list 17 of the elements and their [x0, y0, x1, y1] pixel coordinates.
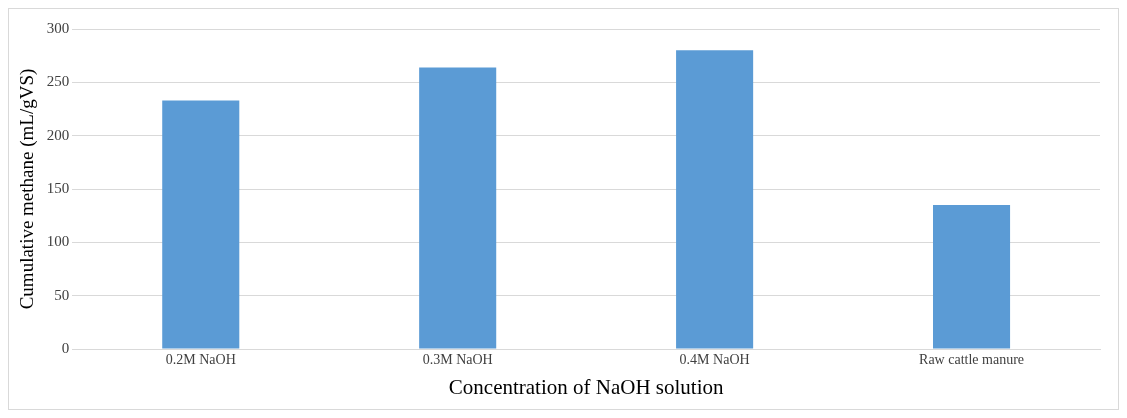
y-tick-label: 250 — [46, 73, 70, 90]
y-tick-label: 300 — [46, 19, 70, 36]
x-axis-title: Concentration of NaOH solution — [448, 374, 724, 399]
bar — [933, 205, 1011, 349]
y-tick-label: 150 — [46, 179, 70, 196]
bar — [419, 67, 497, 349]
bar — [676, 50, 754, 349]
y-axis-title: Cumulative methane (mL/gVS) — [16, 68, 39, 310]
y-tick-label: 0 — [61, 339, 70, 356]
x-tick-label: Raw cattle manure — [919, 352, 1025, 368]
bar — [162, 100, 240, 349]
x-tick-label: 0.2M NaOH — [165, 352, 236, 368]
x-tick-label: 0.3M NaOH — [422, 352, 493, 368]
y-tick-label: 50 — [54, 286, 70, 303]
y-tick-label: 200 — [46, 126, 70, 143]
y-tick-label: 100 — [46, 233, 70, 250]
x-tick-label: 0.4M NaOH — [679, 352, 750, 368]
